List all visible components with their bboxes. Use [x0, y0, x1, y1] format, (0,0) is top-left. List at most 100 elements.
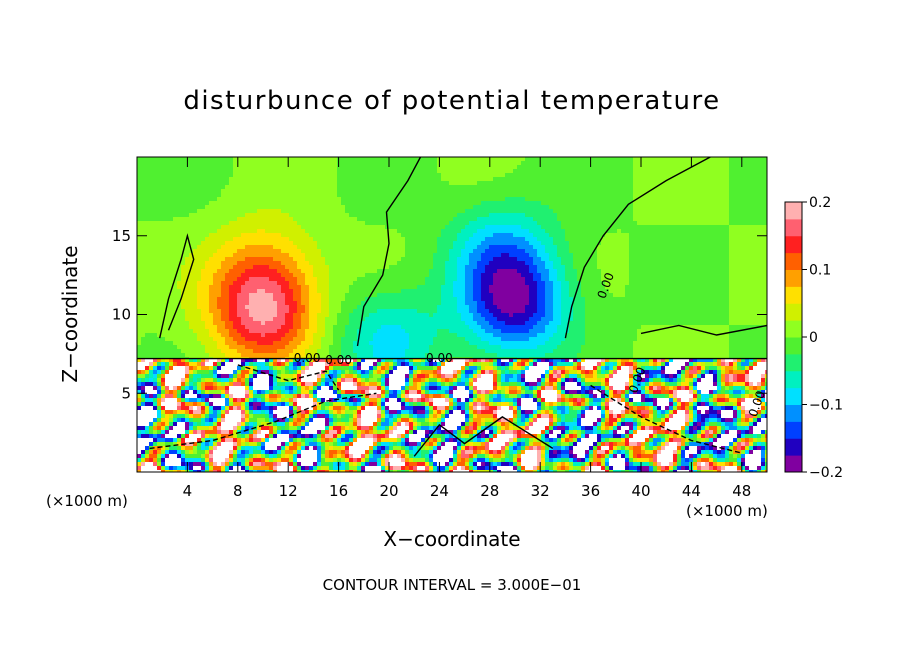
heat-cell: [357, 173, 361, 177]
heat-cell: [169, 253, 173, 257]
heat-cell: [441, 253, 445, 257]
heat-cell: [641, 181, 645, 185]
heat-cell: [697, 233, 701, 237]
heat-cell: [609, 157, 613, 161]
heat-cell: [605, 161, 609, 165]
heat-cell: [737, 165, 741, 169]
heat-cell: [429, 165, 433, 169]
heat-cell: [465, 177, 469, 181]
heat-cell: [457, 213, 461, 217]
heat-cell: [517, 281, 521, 285]
heat-cell: [481, 221, 485, 225]
heat-cell: [413, 277, 417, 281]
heat-cell: [237, 205, 241, 209]
heat-cell: [653, 249, 657, 253]
heat-cell: [465, 249, 469, 253]
heat-cell: [361, 261, 365, 265]
heat-cell: [189, 241, 193, 245]
heat-cell: [425, 173, 429, 177]
heat-cell: [281, 189, 285, 193]
heat-cell: [669, 189, 673, 193]
heat-cell: [681, 213, 685, 217]
heat-cell: [157, 157, 161, 161]
heat-cell: [641, 265, 645, 269]
heat-cell: [245, 217, 249, 221]
heat-cell: [349, 237, 353, 241]
heat-cell: [257, 257, 261, 261]
heat-cell: [617, 225, 621, 229]
heat-cell: [453, 281, 457, 285]
heat-cell: [357, 217, 361, 221]
heat-cell: [765, 229, 767, 233]
heat-cell: [517, 169, 521, 173]
heat-cell: [237, 213, 241, 217]
heat-cell: [297, 257, 301, 261]
heat-cell: [445, 277, 449, 281]
heat-cell: [577, 237, 581, 241]
heat-cell: [157, 273, 161, 277]
heat-cell: [253, 189, 257, 193]
heat-cell: [297, 205, 301, 209]
heat-cell: [245, 261, 249, 265]
heat-cell: [313, 253, 317, 257]
heat-cell: [469, 241, 473, 245]
heat-cell: [321, 213, 325, 217]
heat-cell: [689, 245, 693, 249]
heat-cell: [497, 261, 501, 265]
heat-cell: [477, 189, 481, 193]
heat-cell: [621, 241, 625, 245]
heat-cell: [257, 213, 261, 217]
heat-cell: [217, 169, 221, 173]
heat-cell: [753, 269, 757, 273]
heat-cell: [609, 249, 613, 253]
heat-cell: [513, 237, 517, 241]
heat-cell: [549, 197, 553, 201]
heat-cell: [629, 181, 633, 185]
heat-cell: [585, 249, 589, 253]
heat-cell: [717, 229, 721, 233]
heat-cell: [313, 225, 317, 229]
heat-cell: [269, 281, 273, 285]
heat-cell: [649, 269, 653, 273]
heat-cell: [681, 221, 685, 225]
heat-cell: [297, 261, 301, 265]
heat-cell: [369, 265, 373, 269]
heat-cell: [645, 209, 649, 213]
heat-cell: [713, 201, 717, 205]
heat-cell: [477, 225, 481, 229]
heat-cell: [181, 265, 185, 269]
heat-cell: [645, 169, 649, 173]
heat-cell: [585, 209, 589, 213]
heat-cell: [493, 217, 497, 221]
heat-cell: [169, 221, 173, 225]
heat-cell: [313, 213, 317, 217]
heat-cell: [397, 261, 401, 265]
heat-cell: [541, 209, 545, 213]
heat-cell: [609, 185, 613, 189]
heat-cell: [457, 253, 461, 257]
heat-cell: [205, 277, 209, 281]
heat-cell: [289, 201, 293, 205]
heat-cell: [549, 261, 553, 265]
heat-cell: [145, 261, 149, 265]
heat-cell: [729, 261, 733, 265]
heat-cell: [205, 281, 209, 285]
heat-cell: [293, 197, 297, 201]
heat-cell: [685, 185, 689, 189]
heat-cell: [161, 257, 165, 261]
heat-cell: [649, 253, 653, 257]
heat-cell: [193, 193, 197, 197]
heat-cell: [533, 185, 537, 189]
heat-cell: [205, 221, 209, 225]
heat-cell: [309, 193, 313, 197]
heat-cell: [609, 165, 613, 169]
heat-cell: [457, 189, 461, 193]
heat-cell: [245, 161, 249, 165]
heat-cell: [509, 277, 513, 281]
heat-cell: [533, 173, 537, 177]
heat-cell: [609, 253, 613, 257]
heat-cell: [401, 281, 405, 285]
heat-cell: [653, 233, 657, 237]
heat-cell: [517, 245, 521, 249]
heat-cell: [629, 265, 633, 269]
